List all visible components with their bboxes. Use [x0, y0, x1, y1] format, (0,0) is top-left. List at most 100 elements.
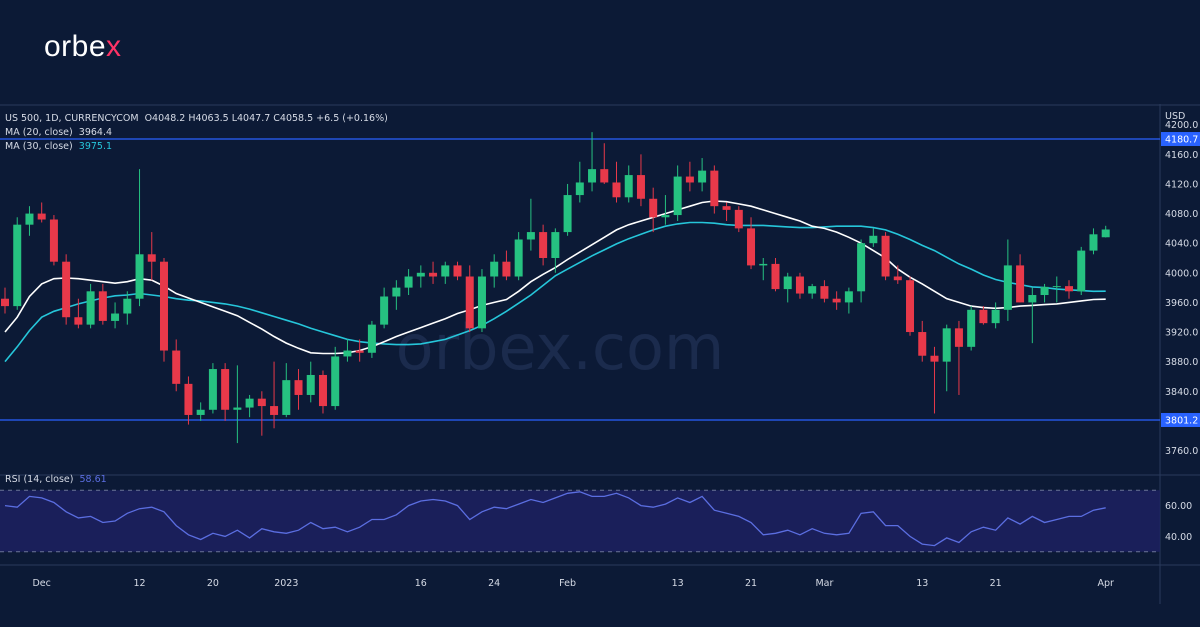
candle: [906, 276, 915, 336]
y-tick-label: 4200.0: [1165, 120, 1198, 131]
y-tick-label: 4120.0: [1165, 179, 1198, 190]
candle-body: [25, 213, 34, 225]
candle-body: [808, 286, 817, 294]
candle: [196, 402, 205, 421]
rsi-tick-label: 40.00: [1165, 532, 1192, 543]
legend-ohlc: O4048.2 H4063.5 L4047.7 C4058.5 +6.5 (+0…: [144, 113, 388, 124]
candle: [343, 339, 352, 362]
candle-body: [184, 383, 193, 415]
candle-body: [1, 298, 9, 307]
candle-body: [282, 380, 291, 415]
candle-body: [429, 272, 438, 277]
candle-body: [514, 239, 523, 277]
candle: [172, 339, 181, 392]
candle: [575, 161, 584, 203]
candle-body: [795, 276, 804, 294]
candle-body: [257, 398, 266, 407]
candle-body: [416, 272, 425, 277]
candle: [62, 254, 71, 325]
candle-body: [380, 296, 389, 325]
candle-body: [135, 254, 144, 299]
candle: [257, 391, 266, 436]
legend-row-ma30: MA (30, close) 3975.1: [5, 140, 388, 154]
candle-body: [673, 176, 682, 216]
candle-body: [649, 198, 658, 218]
candle: [1089, 228, 1098, 255]
candle: [465, 265, 474, 333]
candle-body: [86, 291, 95, 325]
axis-unit-label: USD: [1165, 111, 1185, 122]
rsi-legend: RSI (14, close) 58.61: [5, 474, 107, 485]
candle-body: [820, 286, 829, 299]
y-tick-label: 4040.0: [1165, 239, 1198, 250]
candle-body: [1040, 286, 1049, 296]
brand-logo: orbex: [44, 30, 122, 63]
x-tick-label: 20: [207, 578, 219, 589]
x-tick-label: 24: [488, 578, 500, 589]
candle-body: [465, 276, 474, 329]
candle: [881, 232, 890, 281]
candle-body: [404, 276, 413, 288]
candle-body: [233, 407, 242, 410]
candle-body: [270, 406, 279, 415]
candle: [441, 261, 450, 284]
y-tick-label: 3960.0: [1165, 298, 1198, 309]
candle: [221, 363, 230, 421]
candle: [74, 298, 83, 329]
candle: [1, 287, 9, 314]
candle: [355, 339, 364, 362]
candle: [563, 183, 572, 236]
candle: [25, 206, 34, 236]
candle-body: [526, 232, 535, 240]
candle-body: [221, 369, 230, 410]
candle: [306, 361, 315, 403]
candle: [893, 265, 902, 284]
candle-body: [453, 265, 462, 277]
candle: [551, 228, 560, 273]
candle-body: [172, 350, 181, 384]
chart-area[interactable]: orbex.com USD 4200.0 4160.0 4120.0 4080.0 4040…: [0, 104, 1200, 604]
candle-body: [881, 235, 890, 277]
candle: [820, 280, 829, 303]
candle: [416, 265, 425, 288]
rsi-line: [4, 491, 1106, 547]
candle: [318, 370, 327, 414]
candle-body: [991, 309, 1000, 324]
candle: [37, 202, 46, 223]
level-tag: [1161, 412, 1200, 427]
candle-body: [588, 169, 597, 183]
candle-body: [208, 369, 217, 410]
rsi-band: [0, 490, 1160, 552]
candle-body: [13, 224, 22, 307]
candle: [135, 169, 144, 307]
candle: [49, 215, 58, 266]
candle: [734, 206, 743, 233]
candle: [747, 217, 756, 270]
candle-body: [1065, 286, 1074, 292]
candle-body: [343, 350, 352, 357]
candle: [869, 228, 878, 247]
candle: [294, 369, 303, 410]
candle: [392, 280, 401, 310]
candle: [649, 187, 658, 233]
candle-body: [147, 254, 156, 262]
candle-body: [74, 317, 83, 325]
legend-row-symbol: US 500, 1D, CURRENCYCOM O4048.2 H4063.5 …: [5, 112, 388, 126]
x-tick-label: 21: [745, 578, 757, 589]
candle-body: [1052, 286, 1061, 288]
candle-body: [62, 261, 71, 318]
candle: [698, 158, 707, 192]
x-tick-label: Feb: [559, 578, 576, 589]
legend-ma20-label: MA (20, close): [5, 127, 73, 138]
candle-body: [832, 298, 841, 303]
candle-body: [685, 176, 694, 183]
candle-body: [942, 328, 951, 362]
candle: [282, 363, 291, 418]
candle: [1065, 280, 1074, 299]
candle: [600, 143, 609, 184]
candle-body: [306, 374, 315, 395]
candle-body: [918, 332, 927, 356]
candle: [795, 272, 804, 299]
candle: [991, 302, 1000, 329]
